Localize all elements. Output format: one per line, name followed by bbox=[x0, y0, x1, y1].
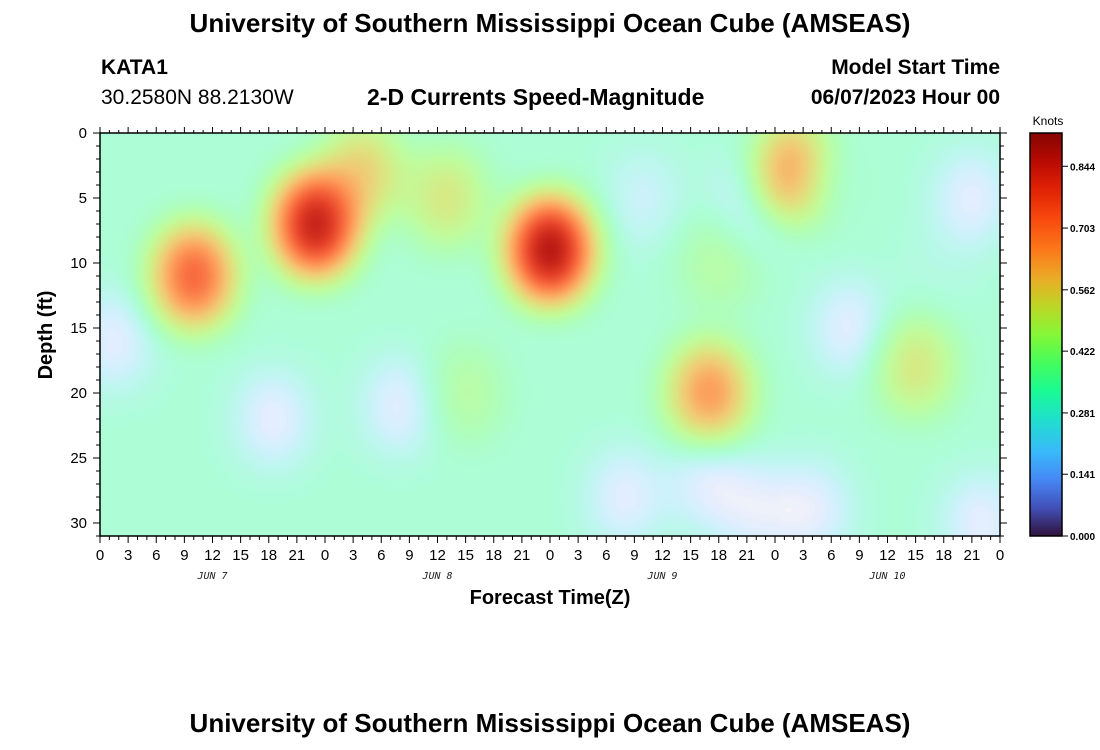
x-tick-label: 0 bbox=[771, 547, 779, 564]
plot-title-bottom: University of Southern Mississippi Ocean… bbox=[189, 708, 911, 738]
x-tick-label: 3 bbox=[574, 547, 582, 564]
x-tick-label: 21 bbox=[739, 547, 756, 564]
x-tick-label: 9 bbox=[855, 547, 863, 564]
x-tick-label: 21 bbox=[514, 547, 531, 564]
heatmap-cell-7 bbox=[431, 345, 500, 441]
x-tick-label: 12 bbox=[429, 547, 446, 564]
plot-title: University of Southern Mississippi Ocean… bbox=[189, 8, 911, 38]
model-start-value: 06/07/2023 Hour 00 bbox=[810, 86, 1000, 109]
x-tick-label: 12 bbox=[879, 547, 896, 564]
x-tick-label: 0 bbox=[996, 547, 1004, 564]
x-tick-label: 3 bbox=[349, 547, 357, 564]
heatmap-cell-11 bbox=[675, 345, 744, 441]
x-tick-label: 18 bbox=[710, 547, 727, 564]
y-tick-label: 15 bbox=[70, 320, 87, 337]
model-start-label: Model Start Time bbox=[831, 56, 1000, 79]
heatmap-cell-4 bbox=[328, 133, 397, 220]
chart-subtitle: 2-D Currents Speed-Magnitude bbox=[367, 84, 705, 110]
x-tick-label: 12 bbox=[654, 547, 671, 564]
heatmap-field bbox=[100, 133, 1000, 536]
heatmap-cell-22 bbox=[937, 150, 1000, 246]
heatmap-cell-19 bbox=[816, 280, 884, 376]
x-tick-label: 0 bbox=[546, 547, 554, 564]
heatmap-cell-1 bbox=[159, 228, 228, 324]
heatmap-cell-18 bbox=[806, 137, 875, 233]
heatmap-cell-6 bbox=[412, 150, 481, 246]
x-tick-label: 6 bbox=[152, 547, 160, 564]
heatmap-cell-0 bbox=[100, 293, 149, 389]
x-tick-label: 21 bbox=[964, 547, 981, 564]
heatmap-cell-20 bbox=[881, 319, 950, 415]
y-tick-label: 20 bbox=[70, 385, 87, 402]
x-tick-label: 15 bbox=[232, 547, 249, 564]
station-coordinates: 30.2580N 88.2130W bbox=[101, 86, 294, 109]
heatmap-cell-17 bbox=[778, 462, 847, 536]
colorbar-unit: Knots bbox=[1033, 114, 1064, 128]
x-axis-title: Forecast Time(Z) bbox=[470, 587, 631, 609]
date-label: JUN 9 bbox=[646, 571, 677, 582]
heatmap-cell-10 bbox=[609, 150, 678, 246]
x-tick-label: 0 bbox=[321, 547, 329, 564]
x-tick-label: 21 bbox=[289, 547, 306, 564]
x-tick-label: 9 bbox=[405, 547, 413, 564]
x-tick-label: 6 bbox=[827, 547, 835, 564]
y-axis-title: Depth (ft) bbox=[35, 291, 57, 380]
heatmap-cell-8 bbox=[516, 202, 584, 298]
x-tick-label: 18 bbox=[485, 547, 502, 564]
heatmap-chart: 0 3 6 9 12 15 18 21 0 3 6 9 12 15 18 21 0 3 6 9 12 15 18 21 0 3 6 9… bbox=[35, 114, 1095, 609]
date-labels: JUN 7 JUN 8 JUN 9 JUN 10 bbox=[196, 571, 905, 582]
colorbar-gradient bbox=[1029, 132, 1063, 537]
x-tick-label: 6 bbox=[377, 547, 385, 564]
speed-field-blobs bbox=[100, 133, 1000, 536]
colorbar-tick-label: 0.562 bbox=[1070, 286, 1095, 297]
y-tick-label: 0 bbox=[79, 125, 87, 142]
heatmap-cell-3 bbox=[281, 176, 350, 272]
heatmap-cell-15 bbox=[722, 462, 791, 536]
heatmap-cell-23 bbox=[947, 475, 1000, 536]
y-tick-label: 30 bbox=[70, 515, 87, 532]
x-tick-label: 3 bbox=[124, 547, 132, 564]
station-id: KATA1 bbox=[101, 56, 168, 79]
x-tick-label: 18 bbox=[935, 547, 952, 564]
heatmap-cell-5 bbox=[366, 358, 434, 454]
x-tick-label: 6 bbox=[602, 547, 610, 564]
x-tick-label: 3 bbox=[799, 547, 807, 564]
y-tick-label: 10 bbox=[70, 255, 87, 272]
x-tick-label: 15 bbox=[682, 547, 699, 564]
date-label: JUN 10 bbox=[868, 571, 905, 582]
x-tick-label: 15 bbox=[457, 547, 474, 564]
heatmap-cell-2 bbox=[239, 371, 308, 467]
colorbar-tick-label: 0.000 bbox=[1070, 532, 1095, 543]
x-tick-label: 0 bbox=[96, 547, 104, 564]
y-tick-label: 25 bbox=[70, 450, 87, 467]
colorbar: Knots 0.000 0.141 0.281 0.422 0.562 0.703 0.84… bbox=[1029, 114, 1095, 543]
y-axis: 0 5 10 15 20 25 30 bbox=[70, 125, 1007, 537]
colorbar-tick-label: 0.703 bbox=[1070, 224, 1095, 235]
date-label: JUN 7 bbox=[196, 571, 227, 582]
colorbar-tick-label: 0.844 bbox=[1070, 162, 1095, 173]
colorbar-tick-label: 0.141 bbox=[1070, 470, 1095, 481]
x-axis: 0 3 6 9 12 15 18 21 0 3 6 9 12 15 18 21 0 3 6 9 12 15 18 21 0 3 6 9… bbox=[96, 127, 1004, 564]
x-tick-label: 15 bbox=[907, 547, 924, 564]
x-tick-label: 9 bbox=[180, 547, 188, 564]
heatmap-cell-13 bbox=[684, 215, 753, 311]
colorbar-tick-label: 0.422 bbox=[1070, 347, 1095, 358]
x-tick-label: 9 bbox=[630, 547, 638, 564]
colorbar-tick-label: 0.281 bbox=[1070, 409, 1095, 420]
x-tick-label: 18 bbox=[260, 547, 277, 564]
heatmap-cell-9 bbox=[591, 449, 659, 536]
x-tick-label: 12 bbox=[204, 547, 221, 564]
date-label: JUN 8 bbox=[421, 571, 452, 582]
y-tick-label: 5 bbox=[79, 190, 87, 207]
